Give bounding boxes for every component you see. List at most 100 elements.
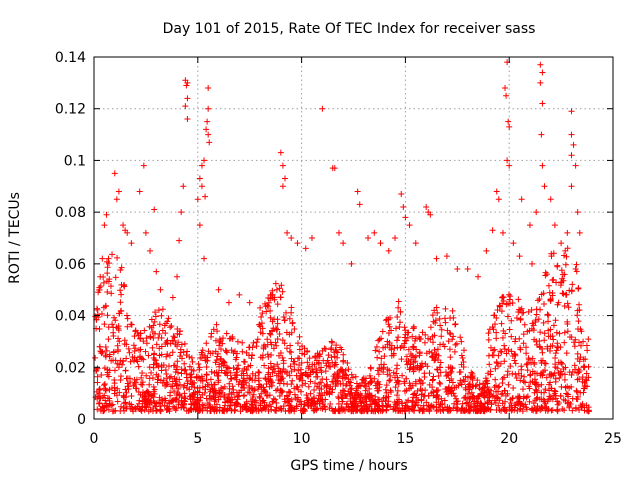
data-point bbox=[358, 407, 365, 414]
data-point bbox=[327, 400, 334, 407]
data-point bbox=[368, 392, 375, 399]
data-point bbox=[284, 229, 291, 236]
data-point bbox=[584, 347, 591, 354]
y-axis-label: ROTI / TECUs bbox=[7, 192, 23, 284]
data-point bbox=[117, 299, 124, 306]
data-point bbox=[201, 157, 208, 164]
data-point bbox=[393, 365, 400, 372]
data-point bbox=[492, 376, 499, 383]
data-point bbox=[180, 183, 187, 190]
data-point bbox=[258, 390, 265, 397]
data-point bbox=[375, 378, 382, 385]
data-point bbox=[437, 341, 444, 348]
data-point bbox=[498, 348, 505, 355]
data-point bbox=[328, 338, 335, 345]
data-point bbox=[532, 408, 539, 415]
data-point bbox=[278, 282, 285, 289]
data-point bbox=[376, 348, 383, 355]
data-point bbox=[453, 407, 460, 414]
data-point bbox=[213, 406, 220, 413]
data-point bbox=[413, 392, 420, 399]
data-point bbox=[374, 387, 381, 394]
data-point bbox=[101, 222, 108, 229]
data-point bbox=[280, 313, 287, 320]
data-point bbox=[302, 245, 309, 252]
y-tick-label: 0.06 bbox=[55, 257, 86, 273]
data-point bbox=[508, 333, 515, 340]
data-point bbox=[385, 247, 392, 254]
data-point bbox=[111, 170, 118, 177]
data-point bbox=[264, 302, 271, 309]
data-point bbox=[298, 401, 305, 408]
data-point bbox=[524, 393, 531, 400]
data-point bbox=[534, 388, 541, 395]
data-point bbox=[274, 320, 281, 327]
data-point bbox=[113, 392, 120, 399]
data-point bbox=[335, 407, 342, 414]
data-point bbox=[571, 339, 578, 346]
data-point bbox=[195, 361, 202, 368]
data-point bbox=[364, 391, 371, 398]
data-point bbox=[555, 369, 562, 376]
data-point bbox=[140, 162, 147, 169]
data-point bbox=[117, 266, 124, 273]
data-point bbox=[286, 331, 293, 338]
data-point bbox=[390, 352, 397, 359]
data-point bbox=[170, 403, 177, 410]
data-point bbox=[109, 385, 116, 392]
data-point bbox=[378, 335, 385, 342]
data-point bbox=[184, 348, 191, 355]
data-point bbox=[352, 373, 359, 380]
data-point bbox=[398, 356, 405, 363]
data-point bbox=[552, 392, 559, 399]
data-point bbox=[333, 342, 340, 349]
data-point bbox=[236, 378, 243, 385]
data-point bbox=[94, 406, 101, 413]
y-tick-label: 0.04 bbox=[55, 309, 86, 325]
data-point bbox=[480, 408, 487, 415]
data-point bbox=[317, 367, 324, 374]
data-point bbox=[203, 371, 210, 378]
data-point bbox=[573, 387, 580, 394]
data-point bbox=[496, 406, 503, 413]
data-point bbox=[495, 402, 502, 409]
data-point bbox=[255, 406, 262, 413]
data-point bbox=[187, 378, 194, 385]
data-point bbox=[396, 398, 403, 405]
data-point bbox=[577, 342, 584, 349]
data-point bbox=[460, 376, 467, 383]
data-point bbox=[533, 209, 540, 216]
data-point bbox=[108, 402, 115, 409]
data-point bbox=[234, 338, 241, 345]
data-point bbox=[271, 316, 278, 323]
data-point bbox=[390, 406, 397, 413]
data-point bbox=[274, 386, 281, 393]
data-point bbox=[159, 399, 166, 406]
data-point bbox=[317, 405, 324, 412]
data-point bbox=[561, 371, 568, 378]
data-point bbox=[518, 372, 525, 379]
x-tick-label: 20 bbox=[500, 431, 518, 447]
data-point bbox=[508, 317, 515, 324]
data-point bbox=[339, 391, 346, 398]
data-point bbox=[407, 364, 414, 371]
data-point bbox=[101, 382, 108, 389]
data-point bbox=[496, 303, 503, 310]
data-point bbox=[559, 271, 566, 278]
data-point bbox=[345, 406, 352, 413]
data-point bbox=[162, 366, 169, 373]
data-point bbox=[277, 294, 284, 301]
data-point bbox=[211, 370, 218, 377]
data-point bbox=[262, 375, 269, 382]
data-point bbox=[375, 403, 382, 410]
data-point bbox=[100, 273, 107, 280]
data-point bbox=[152, 313, 159, 320]
data-point bbox=[166, 399, 173, 406]
data-point bbox=[152, 309, 159, 316]
data-point bbox=[563, 350, 570, 357]
data-point bbox=[491, 312, 498, 319]
data-point bbox=[289, 377, 296, 384]
data-point bbox=[484, 380, 491, 387]
data-point bbox=[94, 365, 101, 372]
data-point bbox=[210, 406, 217, 413]
